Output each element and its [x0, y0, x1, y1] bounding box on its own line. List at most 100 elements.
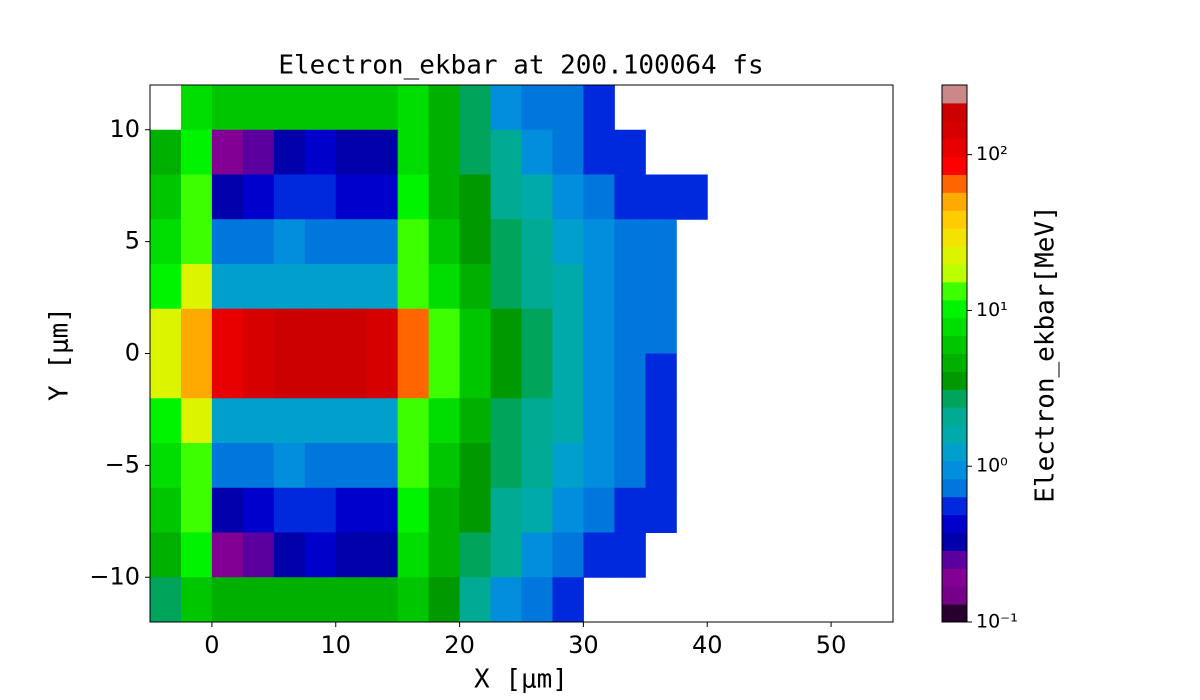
heatmap-cell [459, 487, 492, 533]
chart-title: Electron_ekbar at 200.100064 fs [278, 51, 763, 81]
heatmap-cell [552, 308, 584, 354]
heatmap-cell [304, 487, 337, 533]
heatmap-cell [180, 487, 213, 533]
heatmap-cell [521, 219, 553, 265]
y-tick-label: 5 [125, 227, 140, 255]
heatmap-cell [273, 264, 306, 310]
heatmap-cell [304, 577, 337, 623]
heatmap-cell [335, 532, 368, 578]
heatmap-cell [521, 308, 553, 354]
heatmap-cell [552, 129, 584, 175]
heatmap-cell [366, 577, 399, 623]
y-tick-label: −5 [105, 450, 140, 478]
heatmap-cell [180, 443, 213, 489]
heatmap-cell [397, 264, 430, 310]
heatmap-cell [150, 532, 182, 578]
heatmap-cell [552, 264, 584, 310]
heatmap-cell [645, 487, 677, 533]
heatmap-cell [521, 443, 553, 489]
heatmap-cell [583, 129, 615, 175]
heatmap-cell [180, 353, 213, 399]
heatmap-cell [335, 487, 368, 533]
heatmap-cell [335, 85, 368, 131]
heatmap-cell [180, 264, 213, 310]
heatmap-cell [335, 174, 368, 220]
heatmap-cell [211, 398, 244, 444]
heatmap-cell [490, 443, 522, 489]
heatmap-cell [583, 353, 615, 399]
heatmap-cell [521, 577, 553, 623]
colorbar-band [942, 138, 967, 158]
heatmap-cell [273, 577, 306, 623]
heatmap-cell [645, 308, 677, 354]
colorbar-label: Electron_ekbar[MeV] [1031, 205, 1061, 502]
heatmap-cell [211, 487, 244, 533]
heatmap-cell [242, 129, 275, 175]
colorbar-band [942, 192, 967, 211]
heatmap-cell [242, 308, 275, 354]
heatmap-cell [583, 174, 615, 220]
heatmap-cell [242, 85, 275, 131]
heatmap-cell [242, 264, 275, 310]
heatmap-cell [366, 443, 399, 489]
colorbar-band [942, 228, 967, 247]
heatmap-cell [645, 398, 677, 444]
heatmap-cell [211, 129, 244, 175]
heatmap-cell [490, 577, 522, 623]
heatmap-cell [304, 398, 337, 444]
heatmap-cell [583, 219, 615, 265]
heatmap-cell [304, 219, 337, 265]
heatmap-cell [428, 443, 461, 489]
colorbar-band [942, 264, 967, 283]
heatmap-cell [521, 532, 553, 578]
heatmap-cell [366, 85, 399, 131]
heatmap-cell [304, 129, 337, 175]
heatmap-cell [521, 85, 553, 131]
colorbar-band [942, 425, 967, 444]
y-tick-label: −10 [89, 562, 140, 590]
heatmap-cell [242, 532, 275, 578]
colorbar-band [942, 407, 967, 426]
heatmap-cell [304, 85, 337, 131]
heatmap-cell [304, 353, 337, 399]
heatmap-cell [428, 219, 461, 265]
x-tick-label: 0 [204, 631, 219, 659]
heatmap-cell [397, 532, 430, 578]
heatmap-cell [397, 353, 430, 399]
heatmap-cell [676, 174, 708, 220]
heatmap-cell [459, 577, 492, 623]
colorbar-band [942, 299, 967, 319]
colorbar-band [942, 443, 967, 462]
heatmap-cell [397, 129, 430, 175]
heatmap-cell [521, 174, 553, 220]
heatmap-cell [273, 85, 306, 131]
heatmap-cell [180, 129, 213, 175]
heatmap-cell [459, 174, 492, 220]
heatmap-cell [583, 398, 615, 444]
heatmap-cell [645, 174, 677, 220]
heatmap-cell [428, 85, 461, 131]
heatmap-cell [304, 174, 337, 220]
x-tick-label: 50 [816, 631, 847, 659]
heatmap-cell [397, 85, 430, 131]
heatmap-cell [614, 398, 646, 444]
colorbar-band [942, 174, 967, 193]
heatmap-cell [180, 532, 213, 578]
heatmap-cell [428, 487, 461, 533]
heatmap-cell [335, 308, 368, 354]
colorbar-band [942, 586, 967, 605]
y-axis-label: Y [μm] [45, 307, 75, 401]
heatmap-cell [273, 129, 306, 175]
colorbar-band [942, 532, 967, 551]
heatmap-cell [614, 487, 646, 533]
heatmap-cell [583, 264, 615, 310]
heatmap-cell [180, 577, 213, 623]
heatmap-cell [366, 219, 399, 265]
heatmap-cell [150, 443, 182, 489]
heatmap-cell [211, 532, 244, 578]
heatmap-cell [397, 174, 430, 220]
heatmap-cell [645, 219, 677, 265]
heatmap-cell [583, 443, 615, 489]
heatmap-cell [459, 219, 492, 265]
y-tick-label: 10 [109, 115, 140, 143]
